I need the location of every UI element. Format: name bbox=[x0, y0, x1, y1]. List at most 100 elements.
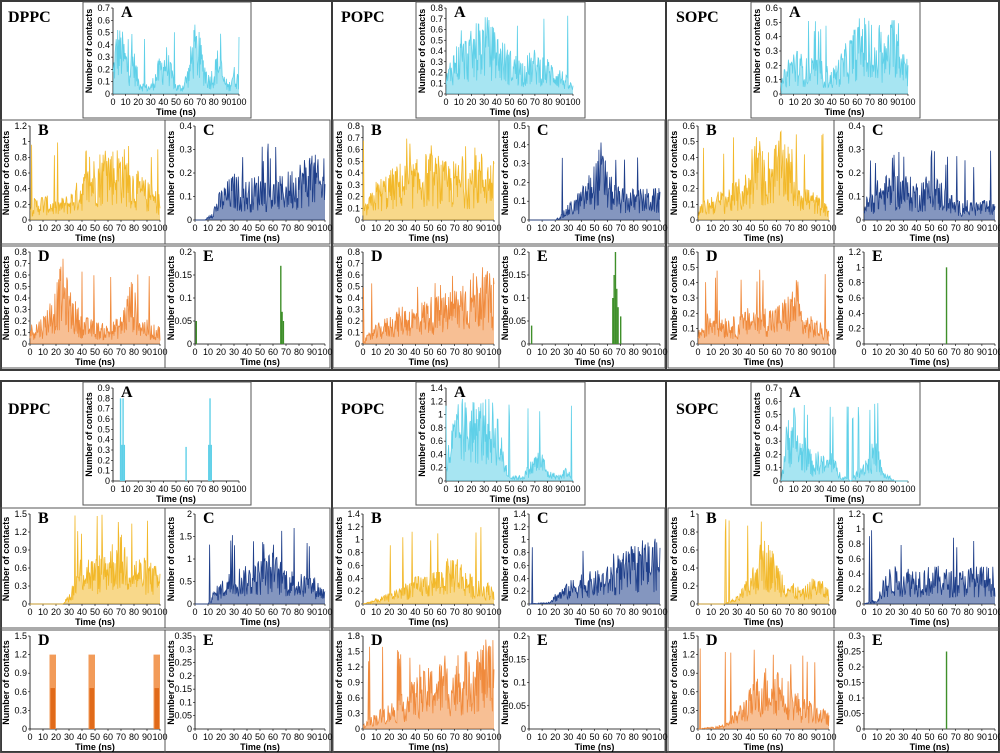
x-tick-label: 60 bbox=[603, 732, 613, 742]
x-tick-label: 20 bbox=[384, 607, 394, 617]
panel-letter: D bbox=[371, 632, 383, 649]
y-axis-title: Number of contacts bbox=[1, 131, 11, 216]
panel-bottom-1-D: 0 0.3 0.6 0.9 1.2 1.5 0 10 20 30 40 50 60 70 80 90 100 Ti… bbox=[0, 629, 168, 753]
x-tick-label: 30 bbox=[229, 347, 239, 357]
y-tick-label: 0.4 bbox=[682, 563, 695, 573]
x-tick-label: 30 bbox=[563, 607, 573, 617]
y-tick-label: 0.1 bbox=[430, 78, 443, 88]
y-tick-label: 1 bbox=[690, 509, 695, 519]
x-tick-label: 60 bbox=[103, 607, 113, 617]
x-tick-label: 10 bbox=[371, 732, 381, 742]
panel-letter: B bbox=[38, 122, 49, 139]
x-tick-label: 40 bbox=[576, 347, 586, 357]
x-axis-title: Time (ns) bbox=[575, 233, 615, 243]
series-area bbox=[446, 15, 573, 95]
x-tick-label: 100 bbox=[486, 607, 501, 617]
y-tick-label: 0 bbox=[22, 599, 27, 609]
x-tick-label: 50 bbox=[924, 347, 934, 357]
x-tick-label: 70 bbox=[616, 607, 626, 617]
panel-bottom-2-B: 0 0.2 0.4 0.6 0.8 1 1.2 1.4 0 10 20 30 40 50 60 70 80 90 1… bbox=[332, 507, 502, 629]
contact-block-core bbox=[50, 688, 55, 729]
y-tick-label: 0.6 bbox=[430, 25, 443, 35]
x-tick-label: 30 bbox=[397, 607, 407, 617]
x-tick-label: 40 bbox=[242, 607, 252, 617]
x-axis-title: Time (ns) bbox=[910, 617, 950, 627]
y-tick-label: 0.4 bbox=[97, 40, 110, 50]
y-tick-label: 0.2 bbox=[513, 586, 526, 596]
y-tick-label: 0.6 bbox=[682, 247, 695, 257]
x-tick-label: 50 bbox=[589, 732, 599, 742]
panel-bottom-3-D: 0 0.3 0.6 0.9 1.2 1.5 0 10 20 30 40 50 60 70 80 90 100 Ti… bbox=[667, 629, 837, 753]
x-tick-label: 80 bbox=[129, 347, 139, 357]
y-tick-label: 0 bbox=[187, 599, 192, 609]
y-tick-label: 1 bbox=[355, 535, 360, 545]
series-area bbox=[363, 527, 494, 604]
x-tick-label: 90 bbox=[307, 607, 317, 617]
panel-bottom-2-C: 0 0.2 0.4 0.6 0.8 1 1.2 1.4 0 10 20 30 40 50 60 70 80 90 1… bbox=[498, 507, 668, 629]
y-tick-label: 0.25 bbox=[843, 647, 861, 657]
y-tick-label: 0.3 bbox=[682, 293, 695, 303]
panel-top-3-B: 0 0.1 0.2 0.3 0.4 0.5 0.6 0 10 20 30 40 50 60 70 80 90 10… bbox=[667, 119, 837, 245]
panel-border bbox=[833, 119, 1000, 245]
panel-border bbox=[164, 507, 331, 629]
top-block-frame bbox=[0, 0, 1000, 371]
x-tick-label: 40 bbox=[77, 347, 87, 357]
y-tick-label: 1.2 bbox=[430, 396, 443, 406]
x-tick-label: 70 bbox=[785, 607, 795, 617]
panel-bottom-3-E: 0 0.05 0.1 0.15 0.2 0.25 0.3 0 10 20 30 40 50 60 70 80 9… bbox=[833, 629, 1000, 753]
y-tick-label: 1.2 bbox=[14, 121, 27, 131]
y-tick-label: 0.3 bbox=[430, 57, 443, 67]
x-tick-label: 50 bbox=[758, 607, 768, 617]
series-area bbox=[195, 143, 325, 220]
y-tick-label: 0.2 bbox=[682, 184, 695, 194]
x-tick-label: 30 bbox=[64, 607, 74, 617]
y-tick-label: 0.4 bbox=[765, 32, 778, 42]
x-tick-label: 100 bbox=[987, 732, 1000, 742]
panel-letter: C bbox=[872, 122, 884, 139]
x-tick-label: 10 bbox=[706, 347, 716, 357]
x-tick-label: 50 bbox=[423, 607, 433, 617]
x-tick-label: 40 bbox=[410, 732, 420, 742]
series-line bbox=[529, 538, 661, 605]
x-tick-label: 80 bbox=[878, 97, 888, 107]
panel-letter: C bbox=[537, 122, 549, 139]
x-tick-label: 70 bbox=[785, 732, 795, 742]
x-tick-label: 40 bbox=[242, 732, 252, 742]
x-tick-label: 30 bbox=[479, 97, 489, 107]
x-tick-label: 10 bbox=[454, 97, 464, 107]
x-tick-label: 70 bbox=[785, 223, 795, 233]
x-tick-label: 0 bbox=[360, 732, 365, 742]
y-tick-label: 0.2 bbox=[97, 64, 110, 74]
y-tick-label: 0.9 bbox=[97, 383, 110, 393]
y-tick-label: 1.2 bbox=[347, 522, 360, 532]
x-tick-label: 90 bbox=[811, 732, 821, 742]
y-tick-label: 0.5 bbox=[97, 28, 110, 38]
y-tick-label: 0.4 bbox=[14, 184, 27, 194]
y-tick-label: 0 bbox=[438, 89, 443, 99]
x-tick-label: 90 bbox=[977, 223, 987, 233]
x-tick-label: 10 bbox=[537, 347, 547, 357]
series-area bbox=[30, 258, 160, 344]
x-tick-label: 90 bbox=[642, 607, 652, 617]
x-tick-label: 100 bbox=[486, 732, 501, 742]
x-tick-label: 40 bbox=[492, 97, 502, 107]
x-tick-label: 100 bbox=[821, 347, 836, 357]
x-tick-label: 10 bbox=[38, 607, 48, 617]
x-tick-label: 20 bbox=[51, 347, 61, 357]
y-tick-label: 0.1 bbox=[179, 192, 192, 202]
y-tick-label: 0 bbox=[187, 215, 192, 225]
x-tick-label: 80 bbox=[629, 347, 639, 357]
x-tick-label: 90 bbox=[811, 347, 821, 357]
y-axis-title: Number of contacts bbox=[84, 392, 94, 477]
y-tick-label: 1.8 bbox=[347, 631, 360, 641]
y-tick-label: 1.5 bbox=[682, 631, 695, 641]
x-axis-title: Time (ns) bbox=[744, 357, 784, 367]
y-tick-label: 0.5 bbox=[430, 35, 443, 45]
y-tick-label: 0.35 bbox=[174, 631, 192, 641]
x-tick-label: 80 bbox=[463, 607, 473, 617]
panel-border bbox=[82, 1, 252, 119]
panel-top-2-B: 00.10.20.30.40.50.60.70.80 10 20 30 40 50 60 70… bbox=[332, 119, 502, 245]
x-tick-label: 70 bbox=[951, 347, 961, 357]
y-tick-label: 0 bbox=[355, 599, 360, 609]
x-tick-label: 50 bbox=[171, 97, 181, 107]
